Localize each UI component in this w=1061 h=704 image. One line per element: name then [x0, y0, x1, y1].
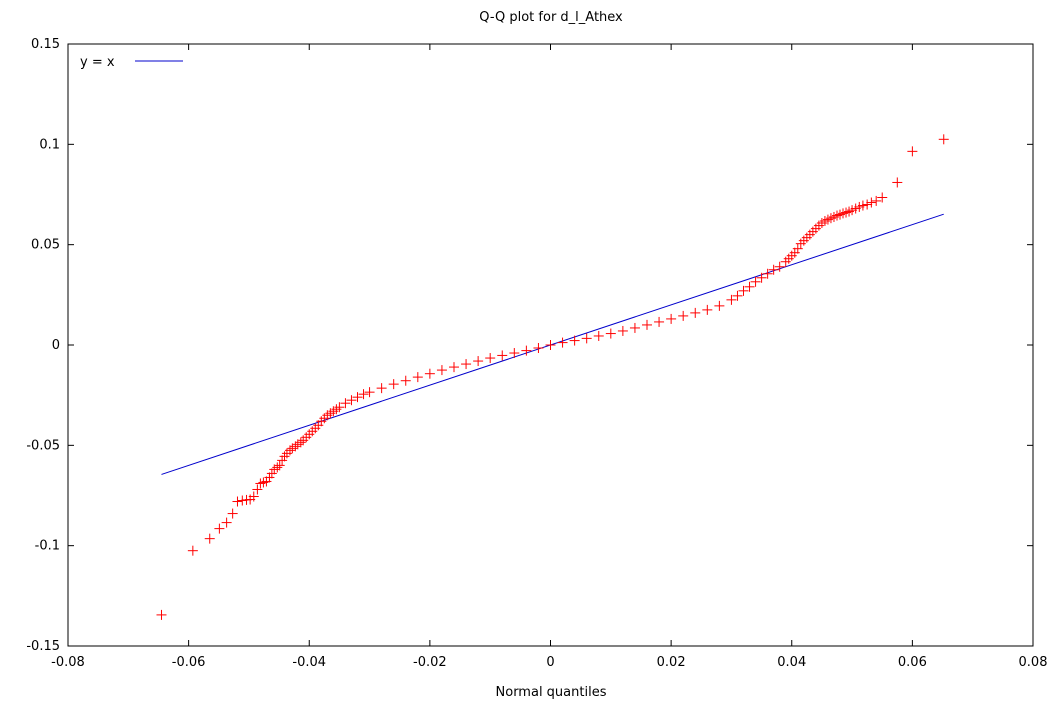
y-tick-label: -0.1	[35, 539, 60, 554]
data-point	[252, 484, 263, 495]
y-axis-ticks: -0.15 -0.1 -0.05 0 0.05 0.1 0.15	[26, 37, 1033, 654]
data-point	[204, 533, 215, 544]
data-point	[892, 177, 903, 188]
data-point	[654, 316, 665, 327]
x-tick-label: 0.06	[898, 655, 927, 670]
data-point	[424, 368, 435, 379]
data-point	[436, 365, 447, 376]
data-point	[774, 261, 785, 272]
data-point	[866, 197, 877, 208]
data-point	[346, 395, 357, 406]
data-point	[388, 379, 399, 390]
data-point	[678, 310, 689, 321]
x-tick-label: -0.08	[51, 655, 85, 670]
data-point	[266, 468, 277, 479]
data-point	[877, 192, 888, 203]
data-point	[569, 335, 580, 346]
data-point	[221, 517, 232, 528]
data-point	[732, 290, 743, 301]
data-point	[187, 545, 198, 556]
data-points	[156, 134, 949, 620]
data-point	[248, 491, 259, 502]
legend: y = x	[80, 55, 183, 70]
y-tick-label: 0	[52, 338, 60, 353]
data-point	[237, 495, 248, 506]
chart-title: Q-Q plot for d_l_Athex	[479, 10, 623, 25]
y-tick-label: 0.05	[31, 238, 60, 253]
data-point	[768, 264, 779, 275]
y-tick-label: -0.05	[26, 438, 60, 453]
x-tick-label: 0	[546, 655, 554, 670]
data-point	[449, 362, 459, 373]
data-point	[340, 398, 351, 409]
data-point	[581, 333, 592, 344]
data-point	[364, 387, 375, 398]
data-point	[497, 350, 508, 361]
data-point	[277, 455, 288, 466]
reference-line-y-equals-x	[161, 213, 944, 475]
data-point	[485, 353, 496, 364]
data-point	[376, 383, 387, 394]
data-point	[227, 508, 238, 519]
x-tick-label: -0.02	[413, 655, 447, 670]
data-point	[871, 195, 882, 206]
data-point	[642, 319, 652, 330]
x-tick-label: 0.04	[777, 655, 806, 670]
y-tick-label: 0.15	[31, 37, 60, 52]
data-point	[272, 462, 283, 473]
data-point	[862, 199, 873, 210]
x-tick-label: -0.04	[292, 655, 326, 670]
data-point	[666, 313, 677, 324]
data-point	[907, 146, 918, 157]
data-point	[545, 340, 556, 350]
data-point	[756, 272, 767, 283]
data-point	[938, 134, 949, 145]
data-point	[690, 307, 701, 318]
y-tick-label: 0.1	[39, 137, 60, 152]
data-point	[509, 348, 520, 359]
x-axis-ticks: -0.08 -0.06 -0.04 -0.02 0 0.02 0.04 0.06 0.08	[51, 44, 1047, 670]
data-point	[533, 343, 544, 354]
data-point	[290, 441, 301, 452]
data-point	[473, 356, 484, 367]
data-point	[358, 389, 369, 400]
data-point	[762, 268, 773, 279]
data-point	[274, 460, 285, 471]
data-point	[605, 328, 616, 339]
data-point	[557, 337, 568, 348]
data-point	[629, 322, 640, 333]
data-point	[232, 496, 243, 507]
x-tick-label: -0.06	[172, 655, 206, 670]
data-point	[400, 375, 411, 386]
data-point	[295, 437, 306, 448]
data-point	[726, 294, 737, 305]
data-point	[857, 200, 868, 211]
data-point	[738, 285, 749, 296]
data-point	[412, 372, 423, 383]
y-tick-label: -0.15	[26, 639, 60, 654]
data-point	[352, 392, 363, 403]
data-point	[714, 300, 725, 311]
data-point	[792, 243, 803, 254]
data-point	[617, 325, 628, 336]
data-point	[284, 445, 295, 456]
data-point	[702, 304, 713, 315]
x-axis-label: Normal quantiles	[496, 685, 607, 700]
data-point	[744, 281, 755, 292]
data-point	[750, 276, 761, 287]
data-point	[156, 609, 167, 620]
data-point	[334, 402, 345, 413]
data-point	[593, 330, 604, 341]
data-point	[461, 359, 472, 370]
x-tick-label: 0.02	[657, 655, 686, 670]
legend-label: y = x	[80, 55, 115, 70]
data-point	[521, 345, 532, 356]
data-point	[214, 523, 225, 534]
data-point	[264, 472, 275, 483]
x-tick-label: 0.08	[1019, 655, 1048, 670]
